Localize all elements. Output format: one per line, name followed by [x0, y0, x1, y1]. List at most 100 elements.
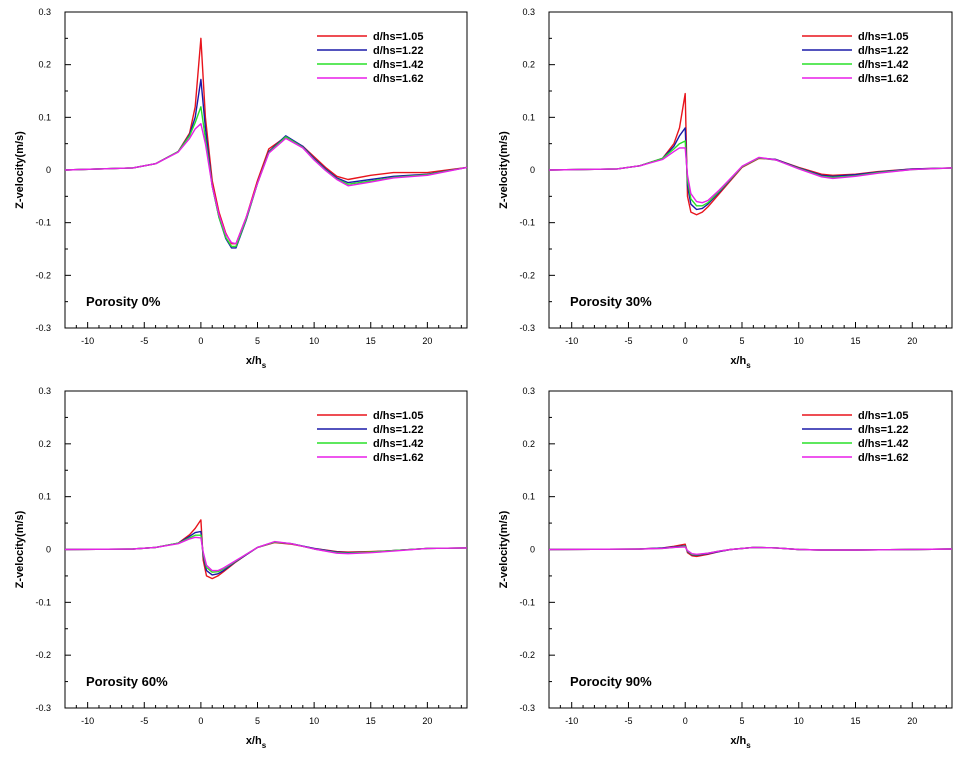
x-tick-label: 5: [739, 716, 744, 726]
series-line: [548, 140, 953, 207]
y-tick-label: 0: [530, 165, 535, 175]
series-line: [548, 147, 953, 204]
y-tick-label: 0.1: [522, 492, 535, 502]
panel-annotation: Porosity 0%: [86, 294, 161, 309]
y-tick-label: 0.1: [38, 492, 51, 502]
series-line: [548, 546, 953, 555]
y-tick-label: 0.2: [522, 60, 535, 70]
x-axis-label-subscript: s: [746, 741, 751, 750]
y-axis-label: Z-velocity(m/s): [498, 131, 510, 209]
legend-label: d/hs=1.22: [858, 424, 908, 436]
y-tick-label: 0: [46, 165, 51, 175]
series-line: [548, 127, 953, 211]
legend-label: d/hs=1.62: [373, 73, 423, 85]
x-tick-label: 10: [794, 716, 804, 726]
y-tick-label: -0.1: [35, 597, 51, 607]
legend: d/hs=1.05 d/hs=1.22 d/hs=1.42 d/hs=1.62: [802, 31, 908, 85]
chart-panel-2: -0.3 -0.2 -0.1 0 0.1 0.2 0.3 -10 -5 0 5 10 15 20 x/hs Z…: [498, 7, 953, 370]
y-tick-label: 0.1: [522, 112, 535, 122]
legend-label: d/hs=1.42: [373, 59, 423, 71]
x-tick-label: 0: [198, 716, 203, 726]
panel-annotation: Porosity 30%: [570, 294, 652, 309]
y-tick-label: -0.3: [35, 323, 51, 333]
x-tick-label: 5: [255, 716, 260, 726]
x-tick-label: -10: [81, 336, 94, 346]
chart-panel-4: -0.3 -0.2 -0.1 0 0.1 0.2 0.3 -10 -5 0 5 10 15 20 x/hs Z…: [498, 386, 953, 750]
y-tick-label: -0.2: [519, 650, 535, 660]
x-axis-label: x/hs: [730, 355, 751, 370]
series-line: [64, 536, 468, 572]
x-tick-label: 5: [739, 336, 744, 346]
panel-annotation: Porocity 90%: [570, 674, 652, 689]
legend-label: d/hs=1.22: [858, 45, 908, 57]
x-tick-label: 10: [309, 336, 319, 346]
x-tick-label: -5: [624, 336, 632, 346]
x-axis-label-subscript: s: [262, 361, 267, 370]
x-tick-label: 15: [366, 716, 376, 726]
x-tick-label: 0: [198, 336, 203, 346]
legend-label: d/hs=1.05: [858, 31, 908, 43]
panel-annotation: Porosity 60%: [86, 674, 168, 689]
legend: d/hs=1.05 d/hs=1.22 d/hs=1.42 d/hs=1.62: [317, 410, 423, 464]
x-tick-label: -10: [565, 336, 578, 346]
y-tick-label: -0.1: [35, 218, 51, 228]
y-axis-label: Z-velocity(m/s): [498, 510, 510, 588]
y-tick-label: -0.3: [35, 703, 51, 713]
legend: d/hs=1.05 d/hs=1.22 d/hs=1.42 d/hs=1.62: [802, 410, 908, 464]
x-axis-label: x/hs: [730, 735, 751, 750]
y-tick-label: 0.3: [522, 386, 535, 396]
legend-label: d/hs=1.05: [373, 31, 423, 43]
y-tick-label: 0.2: [522, 439, 535, 449]
y-tick-label: -0.1: [519, 597, 535, 607]
y-tick-label: -0.2: [35, 650, 51, 660]
legend: d/hs=1.05 d/hs=1.22 d/hs=1.42 d/hs=1.62: [317, 31, 423, 85]
series-line: [548, 92, 953, 216]
x-tick-label: 20: [422, 336, 432, 346]
y-tick-label: 0.3: [522, 7, 535, 17]
x-tick-label: -10: [81, 716, 94, 726]
legend-label: d/hs=1.42: [373, 438, 423, 450]
legend-label: d/hs=1.22: [373, 45, 423, 57]
y-tick-label: -0.1: [519, 218, 535, 228]
x-tick-label: -5: [140, 716, 148, 726]
x-tick-label: 20: [907, 336, 917, 346]
y-tick-label: 0: [46, 545, 51, 555]
legend-label: d/hs=1.22: [373, 424, 423, 436]
y-tick-label: -0.3: [519, 323, 535, 333]
x-tick-label: 15: [850, 716, 860, 726]
chart-panel-1: -0.3 -0.2 -0.1 0 0.1 0.2 0.3 -10 -5 0 5 10 15 20 x/hs Z…: [14, 7, 468, 370]
y-tick-label: 0.3: [38, 386, 51, 396]
x-tick-label: 5: [255, 336, 260, 346]
x-tick-label: 20: [422, 716, 432, 726]
series-line: [64, 534, 468, 573]
y-tick-label: 0.2: [38, 439, 51, 449]
y-tick-label: 0.3: [38, 7, 51, 17]
x-tick-label: 20: [907, 716, 917, 726]
x-tick-label: 10: [794, 336, 804, 346]
x-tick-label: 0: [683, 716, 688, 726]
legend-label: d/hs=1.42: [858, 59, 908, 71]
x-axis-label-subscript: s: [262, 741, 267, 750]
series-line: [64, 106, 468, 248]
y-axis-label: Z-velocity(m/s): [14, 131, 26, 209]
legend-label: d/hs=1.42: [858, 438, 908, 450]
x-tick-label: 15: [366, 336, 376, 346]
x-tick-label: 15: [850, 336, 860, 346]
y-axis-label: Z-velocity(m/s): [14, 510, 26, 588]
y-tick-label: -0.3: [519, 703, 535, 713]
x-axis-label: x/hs: [246, 735, 267, 750]
series-line: [64, 122, 468, 245]
x-tick-label: 0: [683, 336, 688, 346]
x-axis-label: x/hs: [246, 355, 267, 370]
legend-label: d/hs=1.62: [373, 452, 423, 464]
legend-label: d/hs=1.62: [858, 73, 908, 85]
series-line: [64, 78, 468, 249]
legend-label: d/hs=1.62: [858, 452, 908, 464]
x-tick-label: -5: [624, 716, 632, 726]
y-tick-label: 0.2: [38, 60, 51, 70]
legend-label: d/hs=1.05: [858, 410, 908, 422]
y-tick-label: 0: [530, 545, 535, 555]
y-tick-label: -0.2: [519, 270, 535, 280]
